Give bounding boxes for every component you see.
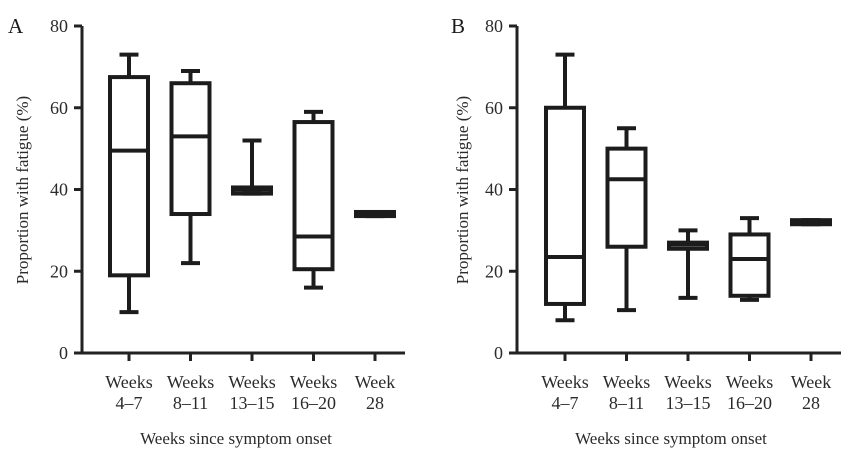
panel-b-box-2 [605,126,648,313]
panel-b-x-axis-title: Weeks since symptom onset [575,429,767,448]
panel-b-y-tick-label-80: 80 [485,16,503,36]
panel-b-y-tick-label-20: 20 [485,261,503,281]
panel-b-category-label-1: Weeks 4–7 [541,372,589,413]
panel-a-y-tick-label-0: 0 [59,343,68,363]
iqr-box [728,232,771,298]
panel-a-category-labels: Weeks 4–7 Weeks 8–11 Weeks 13–15 Weeks 16–20 Wee… [105,372,395,413]
panel-a-category-label-5: Week 28 [355,372,396,413]
iqr-box [169,81,212,217]
iqr-box [108,75,150,278]
panel-a-boxes [108,52,396,361]
panel-b-box-5 [790,218,832,227]
panel-a-category-label-3: Weeks 13–15 [228,372,276,413]
iqr-box [605,146,648,249]
panel-a-box-4 [292,109,335,290]
panel-a-box-1 [108,52,150,315]
panel-a-y-ticks: 0 20 40 60 80 [50,16,82,363]
panel-b-box-4 [728,216,771,302]
panel-b-y-tick-label-0: 0 [494,343,503,363]
panel-a: A Proportion with fatigue (%) 020406080 … [8,14,405,448]
panel-a-y-tick-label-60: 60 [50,98,68,118]
panel-b-category-label-3: Weeks 13–15 [664,372,712,413]
panel-b-y-axis-title: Proportion with fatigue (%) [453,96,472,284]
panel-b-label: B [451,14,465,38]
panel-b: B Proportion with fatigue (%) 020406080 … [451,14,841,448]
panel-a-y-tick-label-20: 20 [50,261,68,281]
panel-b-category-label-4: Weeks 16–20 [726,372,774,413]
panel-b-category-label-5: Week 28 [791,372,832,413]
panel-a-category-label-1: Weeks 4–7 [105,372,153,413]
panel-a-y-tick-label-80: 80 [50,16,68,36]
panel-b-box-3 [667,228,709,300]
panel-b-box-1 [544,52,586,323]
panel-a-x-axis-title: Weeks since symptom onset [140,429,332,448]
iqr-box [544,105,586,306]
panel-b-y-tick-label-60: 60 [485,98,503,118]
panel-a-category-label-2: Weeks 8–11 [167,372,215,413]
iqr-box [292,120,335,272]
panel-b-category-label-2: Weeks 8–11 [603,372,651,413]
panel-a-y-tick-label-40: 40 [50,180,68,200]
panel-b-boxes [544,52,832,361]
panel-b-category-labels: Weeks 4–7 Weeks 8–11 Weeks 13–15 Weeks 16–20 Wee… [541,372,831,413]
panel-a-box-5 [354,209,396,219]
panel-a-label: A [8,14,24,38]
panel-b-y-ticks: 0 20 40 60 80 [485,16,517,363]
panel-a-y-axis-title: Proportion with fatigue (%) [13,96,32,284]
panel-a-box-3 [231,138,273,196]
panel-a-box-2 [169,68,212,266]
panel-b-y-tick-label-40: 40 [485,180,503,200]
panel-a-category-label-4: Weeks 16–20 [290,372,338,413]
